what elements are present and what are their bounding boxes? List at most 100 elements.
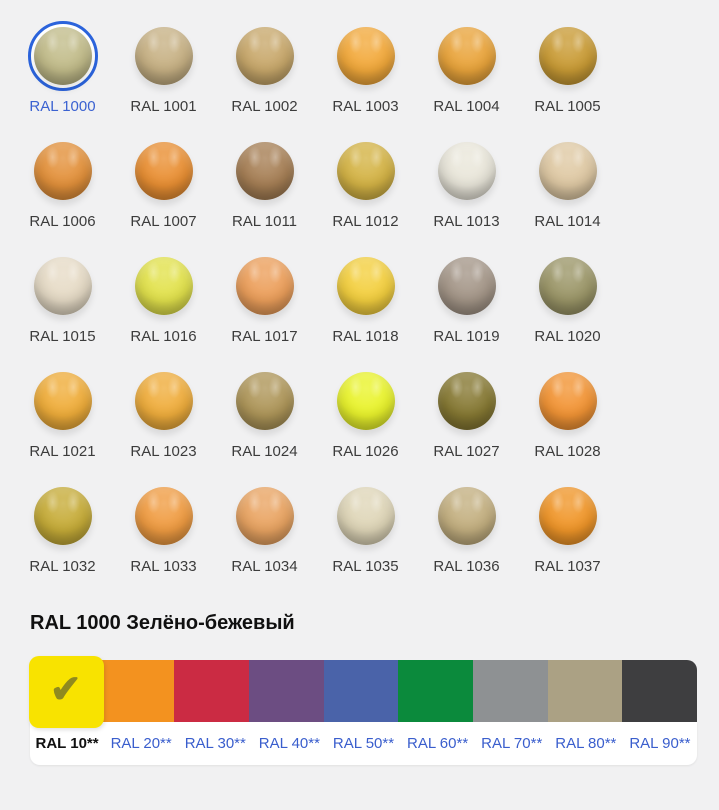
ral-color-label[interactable]: RAL 1024 <box>231 443 298 460</box>
ral-color-label[interactable]: RAL 1032 <box>29 558 96 575</box>
group-tab-label[interactable]: RAL 60** <box>407 735 469 752</box>
ral-color-item[interactable]: RAL 1005 <box>517 21 618 136</box>
ral-color-sphere[interactable] <box>336 142 395 200</box>
ral-color-item[interactable]: RAL 1024 <box>214 366 315 481</box>
group-tab-label[interactable]: RAL 50** <box>332 735 395 752</box>
ral-color-label[interactable]: RAL 1037 <box>534 558 601 575</box>
ral-color-label[interactable]: RAL 1000 <box>29 98 96 115</box>
ral-color-label[interactable]: RAL 1006 <box>29 213 96 230</box>
ral-color-item[interactable]: RAL 1033 <box>113 481 214 596</box>
ral-color-label[interactable]: RAL 1003 <box>332 98 399 115</box>
ral-color-item[interactable]: RAL 1013 <box>416 136 517 251</box>
ral-color-item[interactable]: RAL 1011 <box>214 136 315 251</box>
ral-color-label[interactable]: RAL 1001 <box>130 98 197 115</box>
ral-color-sphere[interactable] <box>33 257 92 315</box>
ral-color-sphere[interactable] <box>336 372 395 430</box>
group-swatch[interactable]: ✔ <box>29 656 104 728</box>
ral-color-label[interactable]: RAL 1023 <box>130 443 197 460</box>
group-swatch[interactable] <box>622 660 698 722</box>
ral-color-item[interactable]: RAL 1019 <box>416 251 517 366</box>
group-tab-label[interactable]: RAL 30** <box>184 735 246 752</box>
ral-color-item[interactable]: RAL 1036 <box>416 481 517 596</box>
ral-color-label[interactable]: RAL 1027 <box>433 443 500 460</box>
ral-color-item[interactable]: RAL 1037 <box>517 481 618 596</box>
group-swatch[interactable] <box>398 660 474 722</box>
ral-color-item[interactable]: RAL 1017 <box>214 251 315 366</box>
ral-color-item[interactable]: RAL 1023 <box>113 366 214 481</box>
ral-color-item[interactable]: RAL 1016 <box>113 251 214 366</box>
ral-color-label[interactable]: RAL 1011 <box>231 213 298 230</box>
ral-color-label[interactable]: RAL 1035 <box>332 558 399 575</box>
ral-color-sphere[interactable] <box>336 27 395 85</box>
ral-color-item[interactable]: RAL 1020 <box>517 251 618 366</box>
ral-color-sphere[interactable] <box>134 487 193 545</box>
group-swatch[interactable] <box>473 660 548 722</box>
ral-color-item[interactable]: RAL 1028 <box>517 366 618 481</box>
group-tab-label[interactable]: RAL 90** <box>629 735 691 752</box>
group-tab-label[interactable]: RAL 80** <box>555 735 617 752</box>
ral-color-label[interactable]: RAL 1007 <box>130 213 197 230</box>
ral-color-item[interactable]: RAL 1002 <box>214 21 315 136</box>
ral-color-sphere[interactable] <box>437 372 496 430</box>
group-swatch[interactable] <box>323 660 399 722</box>
ral-color-sphere[interactable] <box>134 142 193 200</box>
ral-color-label[interactable]: RAL 1015 <box>29 328 96 345</box>
ral-color-item[interactable]: RAL 1000 <box>12 21 113 136</box>
ral-color-sphere[interactable] <box>538 27 597 85</box>
ral-color-item[interactable]: RAL 1034 <box>214 481 315 596</box>
ral-color-label[interactable]: RAL 1002 <box>231 98 298 115</box>
ral-color-sphere[interactable] <box>437 142 496 200</box>
ral-color-sphere[interactable] <box>235 372 294 430</box>
ral-color-sphere[interactable] <box>134 372 193 430</box>
ral-color-item[interactable]: RAL 1001 <box>113 21 214 136</box>
ral-color-sphere[interactable] <box>33 142 92 200</box>
ral-color-sphere[interactable] <box>235 487 294 545</box>
group-swatch[interactable] <box>249 660 324 722</box>
ral-color-item[interactable]: RAL 1012 <box>315 136 416 251</box>
ral-color-item[interactable]: RAL 1015 <box>12 251 113 366</box>
ral-color-sphere[interactable] <box>538 142 597 200</box>
ral-color-sphere[interactable] <box>235 27 294 85</box>
ral-color-label[interactable]: RAL 1013 <box>433 213 500 230</box>
group-swatch[interactable] <box>99 660 175 722</box>
ral-color-item[interactable]: RAL 1021 <box>12 366 113 481</box>
group-tab-label[interactable]: RAL 40** <box>258 735 320 752</box>
ral-color-item[interactable]: RAL 1035 <box>315 481 416 596</box>
ral-color-sphere[interactable] <box>538 257 597 315</box>
ral-color-label[interactable]: RAL 1018 <box>332 328 399 345</box>
ral-color-sphere[interactable] <box>33 27 92 85</box>
ral-color-item[interactable]: RAL 1004 <box>416 21 517 136</box>
ral-color-label[interactable]: RAL 1017 <box>231 328 298 345</box>
ral-color-sphere[interactable] <box>437 257 496 315</box>
group-swatch[interactable] <box>547 660 623 722</box>
ral-color-label[interactable]: RAL 1036 <box>433 558 500 575</box>
ral-color-sphere[interactable] <box>134 27 193 85</box>
ral-color-label[interactable]: RAL 1019 <box>433 328 500 345</box>
ral-color-label[interactable]: RAL 1020 <box>534 328 601 345</box>
group-swatch[interactable] <box>174 660 250 722</box>
ral-color-sphere[interactable] <box>538 372 597 430</box>
group-tab-label[interactable]: RAL 10** <box>35 735 99 752</box>
ral-color-label[interactable]: RAL 1004 <box>433 98 500 115</box>
ral-color-sphere[interactable] <box>437 487 496 545</box>
group-tab-label[interactable]: RAL 20** <box>110 735 172 752</box>
ral-color-item[interactable]: RAL 1018 <box>315 251 416 366</box>
ral-color-sphere[interactable] <box>134 257 193 315</box>
ral-color-label[interactable]: RAL 1021 <box>29 443 96 460</box>
ral-color-sphere[interactable] <box>33 487 92 545</box>
ral-color-item[interactable]: RAL 1014 <box>517 136 618 251</box>
ral-color-item[interactable]: RAL 1006 <box>12 136 113 251</box>
ral-color-item[interactable]: RAL 1027 <box>416 366 517 481</box>
ral-color-item[interactable]: RAL 1026 <box>315 366 416 481</box>
ral-color-label[interactable]: RAL 1026 <box>332 443 399 460</box>
ral-color-sphere[interactable] <box>235 142 294 200</box>
ral-color-item[interactable]: RAL 1007 <box>113 136 214 251</box>
ral-color-label[interactable]: RAL 1016 <box>130 328 197 345</box>
group-tab-label[interactable]: RAL 70** <box>481 735 543 752</box>
ral-color-label[interactable]: RAL 1012 <box>332 213 399 230</box>
ral-color-label[interactable]: RAL 1033 <box>130 558 197 575</box>
ral-color-label[interactable]: RAL 1005 <box>534 98 601 115</box>
ral-color-label[interactable]: RAL 1014 <box>534 213 601 230</box>
ral-color-item[interactable]: RAL 1032 <box>12 481 113 596</box>
ral-color-sphere[interactable] <box>437 27 496 85</box>
